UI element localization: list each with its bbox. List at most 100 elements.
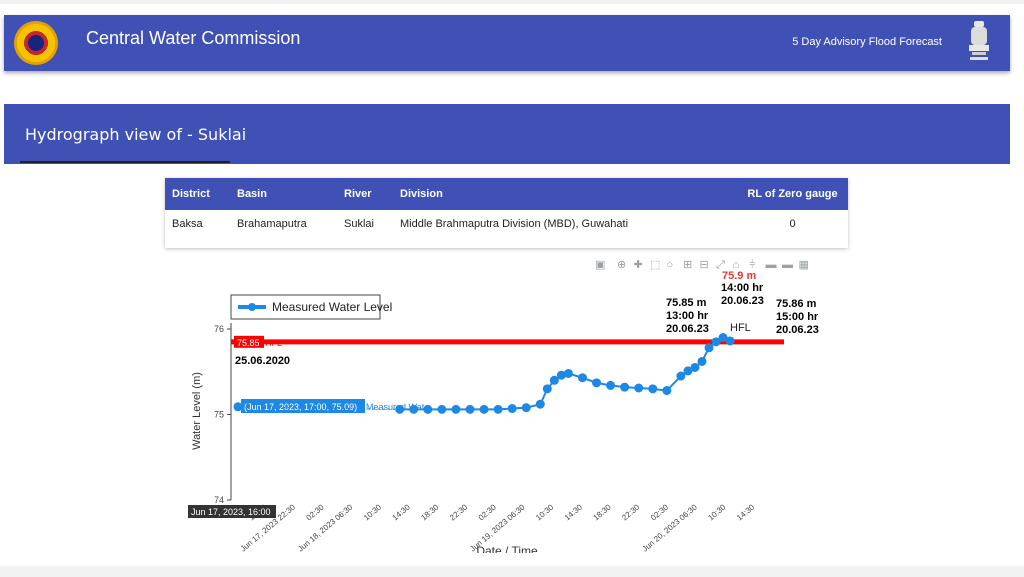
series-points[interactable] [233, 333, 735, 414]
data-point[interactable] [725, 336, 735, 346]
data-point[interactable] [690, 362, 700, 372]
hover-x-tooltip: Jun 17, 2023, 16:00 [188, 505, 276, 518]
cell-district: Baksa [172, 218, 203, 230]
data-point[interactable] [662, 386, 672, 396]
annotation-13h: 75.85 m 13:00 hr 20.06.23 [666, 297, 709, 335]
col-rl-zero-gauge: RL of Zero gauge [730, 178, 848, 210]
data-point[interactable] [563, 368, 573, 378]
national-emblem-icon [969, 21, 989, 60]
data-point[interactable] [549, 375, 559, 385]
annotation-15h-line1: 75.86 m [776, 298, 817, 310]
hover-compare-icon[interactable]: ▬ [782, 259, 793, 271]
hover-tooltip: (Jun 17, 2023, 17:00, 75.09) Measured Wa… [241, 399, 432, 413]
legend-marker [248, 303, 256, 311]
cell-river: Suklai [344, 218, 374, 230]
table-header-row: District Basin River Division RL of Zero… [165, 178, 848, 210]
x-tick-label: Jun 20, 2023 06:30 [641, 502, 700, 553]
data-point[interactable] [493, 404, 503, 414]
hover-closest-icon[interactable]: ▬ [766, 259, 777, 271]
data-point[interactable] [233, 402, 243, 412]
annotation-15h-line3: 20.06.23 [776, 324, 819, 336]
station-info-card: District Basin River Division RL of Zero… [165, 178, 848, 248]
data-point[interactable] [704, 343, 714, 353]
data-point[interactable] [465, 404, 475, 414]
data-point[interactable] [521, 403, 531, 413]
page-banner: Hydrograph view of - Suklai [4, 104, 1010, 164]
y-tick-label: 76 [214, 324, 224, 334]
spike-lines-icon[interactable]: ⫩ [749, 259, 755, 271]
hover-tooltip-box [241, 399, 365, 413]
hover-series-label: Measured Wat... [366, 402, 432, 412]
data-point[interactable] [711, 337, 721, 347]
data-point[interactable] [556, 370, 566, 380]
data-point[interactable] [535, 399, 545, 409]
hfl-value-badge [234, 335, 264, 348]
annotation-14h-value: 75.9 m [722, 270, 756, 282]
hfl-inline-label: HFL [265, 338, 282, 348]
data-point[interactable] [542, 384, 552, 394]
data-point[interactable] [592, 378, 602, 388]
title-underline [20, 161, 230, 163]
x-axis-title: Date / Time [476, 544, 538, 553]
data-point[interactable] [423, 404, 433, 414]
hfl-value-label: 75.85 [237, 338, 260, 348]
y-axis-title: Water Level (m) [191, 372, 203, 450]
data-point[interactable] [577, 373, 587, 383]
zoom-icon[interactable]: ⊕ [617, 259, 626, 271]
zoom-out-icon[interactable]: ⊟ [700, 259, 709, 271]
y-tick-label: 74 [214, 495, 224, 505]
y-ticks: 74 75 76 [214, 324, 231, 505]
data-point[interactable] [648, 384, 658, 394]
legend-label: Measured Water Level [272, 300, 392, 314]
reset-axes-icon[interactable]: ⌂ [733, 259, 740, 271]
x-tick-label: 02:30 [649, 502, 671, 522]
annotation-13h-line1: 75.85 m [666, 297, 707, 309]
top-strip [0, 0, 1024, 4]
annotation-14h-date: 20.06.23 [721, 295, 764, 307]
x-tick-label: 02:30 [477, 502, 499, 522]
app-header: Central Water Commission 5 Day Advisory … [4, 15, 1010, 71]
cell-division: Middle Brahmaputra Division (MBD), Guwah… [400, 218, 629, 230]
data-point[interactable] [507, 404, 517, 414]
data-point[interactable] [606, 380, 616, 390]
camera-icon[interactable]: ▣ [595, 259, 605, 271]
data-point[interactable] [676, 371, 686, 381]
x-tick-label: 10:30 [534, 502, 556, 522]
lasso-select-icon[interactable]: ○ [667, 259, 674, 271]
data-point[interactable] [620, 382, 630, 392]
app-title: Central Water Commission [86, 28, 301, 48]
x-tick-label: 02:30 [305, 502, 327, 522]
station-info-table: District Basin River Division RL of Zero… [165, 178, 848, 238]
cell-basin: Brahamaputra [237, 218, 307, 230]
x-tick-label: 22:30 [620, 502, 642, 522]
data-point[interactable] [697, 356, 707, 366]
data-point[interactable] [409, 404, 419, 414]
page-title: Hydrograph view of - Suklai [25, 125, 247, 144]
autoscale-icon[interactable]: ⤢ [716, 259, 725, 271]
data-point[interactable] [683, 366, 693, 376]
series-gap-line [237, 406, 400, 410]
hover-point-label: (Jun 17, 2023, 17:00, 75.09) [244, 402, 357, 412]
x-tick-label: 10:30 [362, 502, 384, 522]
col-basin: Basin [230, 178, 337, 210]
advisory-flood-forecast-link[interactable]: 5 Day Advisory Flood Forecast [792, 36, 942, 48]
cell-rl-zero-gauge: 0 [789, 218, 796, 230]
annotation-13h-line2: 13:00 hr [666, 310, 709, 322]
data-point[interactable] [634, 383, 644, 393]
pan-icon[interactable]: ✚ [634, 259, 643, 271]
x-tick-label: 18:30 [592, 502, 614, 522]
data-point[interactable] [479, 404, 489, 414]
zoom-in-icon[interactable]: ⊞ [683, 259, 692, 271]
x-tick-label: 14:30 [563, 502, 585, 522]
box-select-icon[interactable]: ⬚ [650, 259, 660, 271]
plotly-logo-icon[interactable]: ▦ [799, 259, 809, 271]
col-river: River [337, 178, 393, 210]
data-point[interactable] [451, 404, 461, 414]
data-point[interactable] [437, 404, 447, 414]
annotation-14h: 75.9 m 14:00 hr 20.06.23 [721, 270, 764, 307]
annotation-14h-time: 14:00 hr [721, 282, 764, 294]
data-point[interactable] [718, 333, 728, 343]
annotation-15h-line2: 15:00 hr [776, 311, 819, 323]
